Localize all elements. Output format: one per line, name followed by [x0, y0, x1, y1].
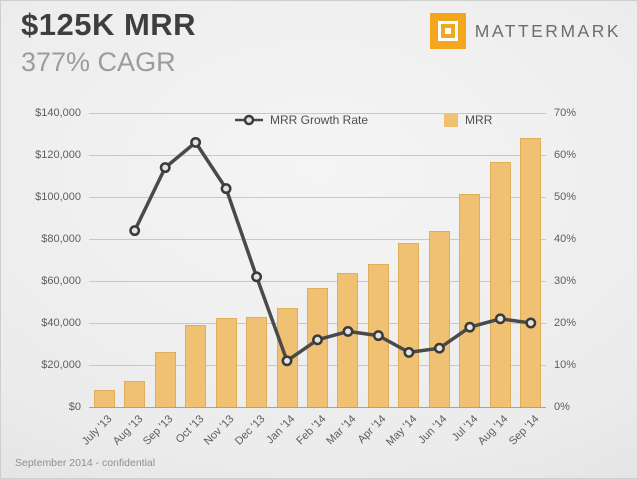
y-axis-label-left: $20,000 — [41, 359, 81, 371]
growth-marker — [372, 330, 384, 342]
mattermark-logo: MATTERMARK — [429, 13, 621, 49]
legend-label-mrr: MRR — [465, 113, 493, 127]
legend-item-mrr: MRR — [444, 113, 492, 127]
y-axis-label-right: 40% — [554, 233, 577, 245]
y-axis-label-right: 0% — [554, 401, 570, 413]
mrr-bar — [520, 138, 542, 407]
gridline — [89, 280, 546, 282]
growth-marker — [525, 317, 537, 329]
mrr-bar — [398, 243, 420, 407]
mrr-bar — [93, 390, 115, 407]
growth-marker — [312, 334, 323, 346]
mrr-bar — [246, 316, 268, 407]
mrr-bar — [489, 162, 511, 407]
growth-line-legend-icon — [235, 114, 263, 126]
y-axis-label-left: $100,000 — [35, 191, 81, 203]
growth-marker — [159, 162, 171, 174]
y-axis-label-right: 20% — [554, 317, 577, 329]
y-axis-label-right: 70% — [554, 107, 577, 119]
growth-marker — [251, 271, 263, 283]
logo-square-outline — [437, 21, 458, 41]
mrr-swatch-icon — [444, 113, 459, 127]
gridline — [89, 112, 546, 114]
page-title: $125K MRR — [21, 7, 197, 42]
mrr-bar — [459, 193, 481, 407]
footer-text: September 2014 - confidential — [15, 457, 156, 469]
mrr-bar — [215, 317, 237, 407]
mattermark-logo-icon — [429, 13, 466, 49]
y-axis-label-right: 60% — [554, 149, 577, 161]
y-axis-label-left: $120,000 — [35, 149, 81, 161]
legend-item-growth: MRR Growth Rate — [235, 113, 368, 127]
y-axis-label-left: $80,000 — [41, 233, 81, 245]
growth-marker — [433, 342, 445, 354]
mattermark-logo-text: MATTERMARK — [474, 20, 621, 41]
growth-marker — [129, 225, 141, 237]
y-axis-label-right: 10% — [554, 359, 577, 371]
y-axis-label-right: 50% — [554, 191, 577, 203]
mrr-bar — [428, 230, 450, 407]
gridline — [89, 154, 546, 156]
legend-label-growth: MRR Growth Rate — [270, 113, 369, 127]
gridline — [89, 406, 546, 408]
growth-marker — [494, 313, 506, 325]
y-axis-label-left: $0 — [68, 401, 81, 413]
mrr-bar — [337, 272, 359, 407]
plot-area: MRR Growth Rate MRR — [89, 112, 546, 408]
growth-marker — [464, 321, 476, 333]
y-axis-label-left: $60,000 — [41, 275, 81, 287]
growth-marker — [281, 355, 293, 367]
chart-legend: MRR Growth Rate MRR — [235, 113, 492, 127]
growth-line — [133, 140, 532, 363]
growth-marker — [342, 325, 354, 337]
growth-line-layer — [129, 136, 537, 367]
gridline — [89, 238, 546, 240]
mrr-bar — [124, 380, 146, 407]
growth-marker — [190, 136, 202, 148]
y-axis-label-left: $140,000 — [35, 107, 81, 119]
logo-square-fill — [444, 28, 451, 34]
growth-marker — [220, 183, 232, 195]
y-axis-label-right: 30% — [554, 275, 577, 287]
gridline — [89, 196, 546, 198]
page-subtitle: 377% CAGR — [21, 47, 176, 77]
growth-marker — [403, 346, 415, 358]
y-axis-label-left: $40,000 — [41, 317, 81, 329]
mrr-bar — [185, 325, 207, 407]
mrr-bar — [154, 352, 176, 407]
